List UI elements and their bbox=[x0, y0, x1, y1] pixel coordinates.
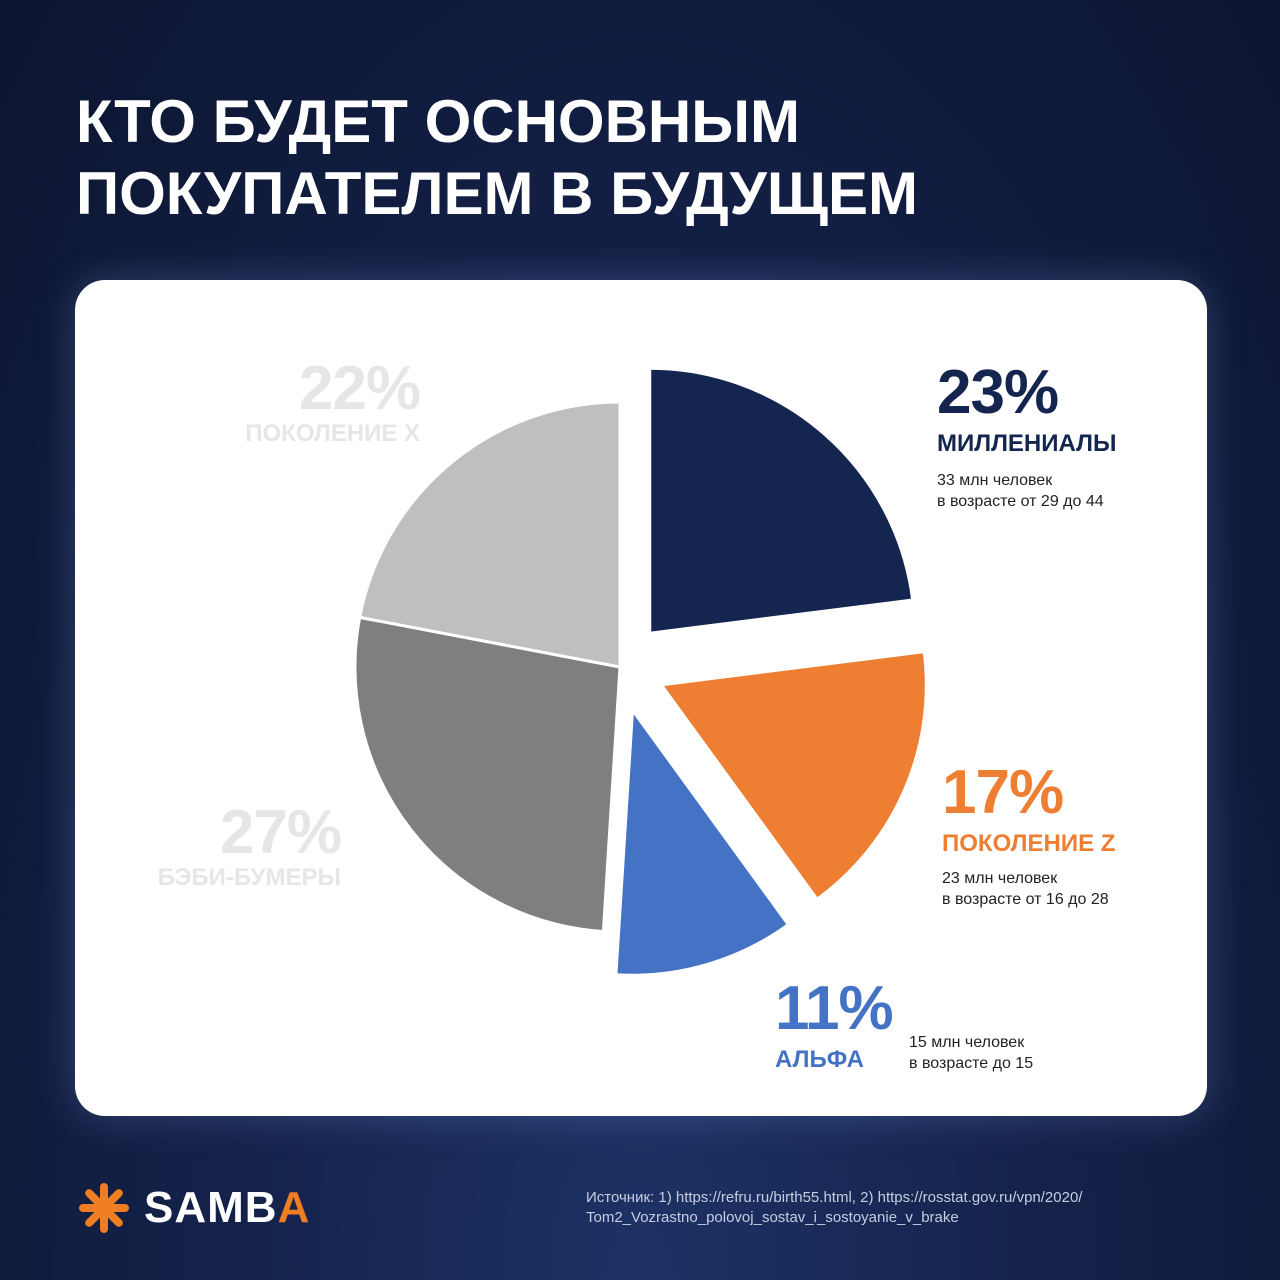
label-boomers: 27% БЭБИ-БУМЕРЫ bbox=[141, 798, 342, 892]
name-gen-x: ПОКОЛЕНИЕ X bbox=[245, 420, 420, 447]
title-line-2: ПОКУПАТЕЛЕМ В БУДУЩЕМ bbox=[76, 160, 918, 227]
logo-text-accent: A bbox=[277, 1183, 311, 1232]
desc-alpha: 15 млн человек в возрасте до 15 bbox=[909, 1032, 1033, 1074]
desc-alpha-1: 15 млн человек bbox=[909, 1034, 1025, 1051]
desc-millennials-1: 33 млн человек bbox=[937, 472, 1053, 489]
asterisk-stroke bbox=[85, 1189, 123, 1227]
label-millennials: 23% МИЛЛЕНИАЛЫ 33 млн человек в возрасте… bbox=[937, 362, 1116, 512]
asterisk-icon bbox=[79, 1183, 129, 1233]
page-title: КТО БУДЕТ ОСНОВНЫМ ПОКУПАТЕЛЕМ В БУДУЩЕМ bbox=[76, 86, 1176, 230]
logo-text: SAMBA bbox=[144, 1183, 310, 1233]
samba-logo: SAMBA bbox=[78, 1180, 310, 1236]
name-boomers: БЭБИ-БУМЕРЫ bbox=[157, 864, 341, 891]
chart-card: 22% ПОКОЛЕНИЕ X 27% БЭБИ-БУМЕРЫ 23% МИЛЛ… bbox=[75, 280, 1207, 1116]
pct-gen-z: 17% bbox=[942, 758, 1064, 827]
source-line-2: Tom2_Vozrastno_polovoj_sostav_i_sostoyan… bbox=[586, 1209, 959, 1226]
slice-boomers bbox=[353, 615, 622, 933]
slice-millennials bbox=[648, 366, 915, 635]
label-gen-z: 17% ПОКОЛЕНИЕ Z 23 млн человек в возраст… bbox=[942, 762, 1115, 910]
pct-alpha: 11% bbox=[775, 974, 894, 1043]
desc-millennials: 33 млн человек в возрасте от 29 до 44 bbox=[937, 470, 1116, 512]
source-line-1: Источник: 1) https://refru.ru/birth55.ht… bbox=[586, 1189, 1083, 1206]
name-alpha: АЛЬФА bbox=[775, 1046, 864, 1073]
title-line-1: КТО БУДЕТ ОСНОВНЫМ bbox=[76, 88, 800, 155]
label-gen-x: 22% ПОКОЛЕНИЕ X bbox=[225, 354, 421, 448]
slice-alpha bbox=[614, 708, 790, 977]
desc-gen-z-2: в возрасте от 16 до 28 bbox=[942, 891, 1109, 908]
desc-gen-z: 23 млн человек в возрасте от 16 до 28 bbox=[942, 868, 1115, 910]
slice-gen-x bbox=[358, 400, 622, 669]
slice-gen-z bbox=[659, 650, 928, 901]
desc-alpha-2: в возрасте до 15 bbox=[909, 1055, 1034, 1072]
name-millennials: МИЛЛЕНИАЛЫ bbox=[937, 430, 1117, 457]
pie-chart bbox=[353, 366, 928, 977]
desc-gen-z-1: 23 млн человек bbox=[942, 870, 1058, 887]
desc-millennials-2: в возрасте от 29 до 44 bbox=[937, 493, 1104, 510]
name-gen-z: ПОКОЛЕНИЕ Z bbox=[942, 830, 1116, 857]
pct-millennials: 23% bbox=[937, 358, 1059, 427]
pct-gen-x: 22% bbox=[298, 354, 421, 423]
pct-boomers: 27% bbox=[219, 798, 342, 867]
logo-text-main: SAMB bbox=[144, 1183, 278, 1232]
label-alpha: 11% АЛЬФА bbox=[775, 974, 894, 1074]
source-note: Источник: 1) https://refru.ru/birth55.ht… bbox=[586, 1188, 1226, 1228]
